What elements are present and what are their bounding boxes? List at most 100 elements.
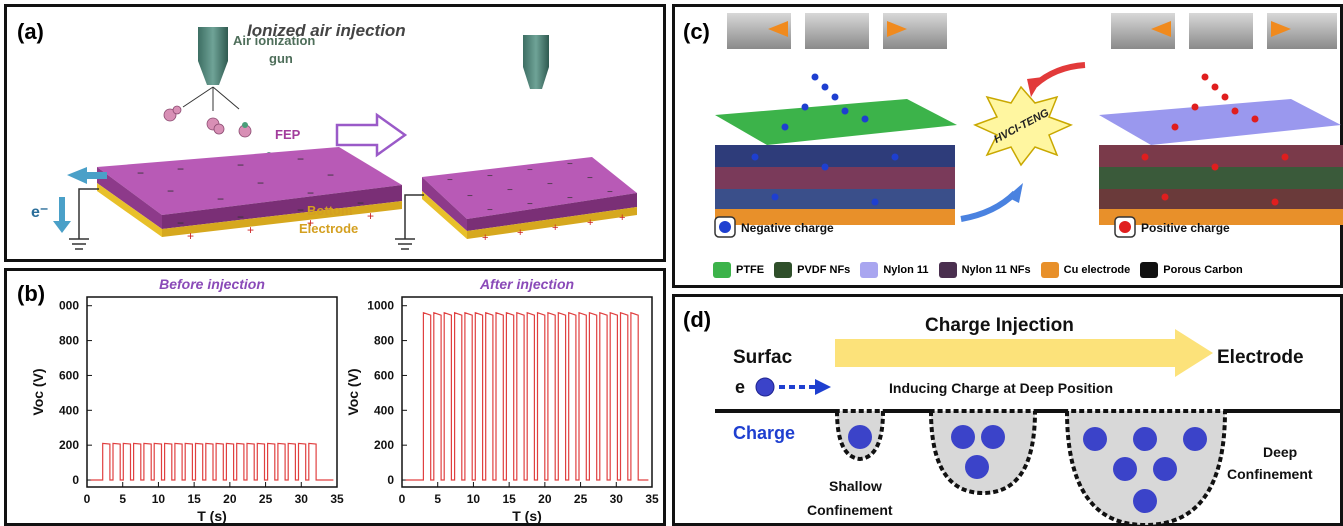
x-tick-label: 15 — [502, 492, 516, 506]
emitter-heads-right — [1111, 13, 1337, 49]
y-axis-label: Voc (V) — [30, 368, 46, 415]
svg-text:−: − — [257, 176, 264, 190]
charge-injection-arrow — [835, 329, 1213, 377]
x-tick-label: 5 — [119, 492, 126, 506]
svg-text:−: − — [607, 187, 613, 198]
y-tick-label: 400 — [59, 403, 79, 417]
svg-text:−: − — [547, 179, 553, 190]
electron-ball — [755, 377, 775, 397]
legend-swatch — [774, 262, 793, 278]
fep-label: FEP — [275, 127, 301, 142]
electron-letter: e — [735, 377, 745, 397]
minus-signs-left: − − − − −−−− − − − − − — [137, 152, 364, 230]
legend-item: Nylon 11 — [860, 262, 929, 278]
x-tick-label: 35 — [330, 492, 344, 506]
svg-text:+: + — [552, 222, 558, 234]
voltage-trace — [90, 442, 334, 481]
deep-label-2: Confinement — [1227, 466, 1313, 482]
x-tick-label: 30 — [295, 492, 309, 506]
arrow-title: Charge Injection — [925, 315, 1074, 336]
svg-text:−: − — [487, 205, 493, 216]
legend-swatch — [713, 262, 731, 278]
voltage-charts: Before injection 0 5 10 15 20 25 30 35 0 200 400 600… — [30, 276, 659, 523]
charge-word: Charge — [733, 423, 795, 443]
panel-a-diagram: − − − − −−−− − − − − − + + + + FEP Air ionization … — [31, 27, 637, 250]
negative-charges — [751, 73, 899, 206]
x-axis-label: T (s) — [197, 508, 227, 523]
svg-text:−: − — [587, 173, 593, 184]
layer-stack-right — [1099, 99, 1343, 225]
y-tick-label: 0 — [387, 473, 394, 487]
svg-text:−: − — [237, 158, 244, 172]
legend-item: PTFE — [713, 262, 764, 278]
svg-text:−: − — [137, 166, 144, 180]
legend-item: Cu electrode — [1040, 262, 1131, 278]
plus-signs-left: + + + + — [187, 209, 374, 243]
svg-text:+: + — [517, 227, 523, 239]
x-tick-label: 20 — [538, 492, 552, 506]
shallow-label-2: Confinement — [807, 502, 893, 518]
y-tick-label: 0 — [72, 473, 79, 487]
legend-item: PVDF NFs — [774, 262, 850, 278]
positive-charges — [1141, 73, 1289, 206]
curved-arrow-top — [1032, 62, 1086, 88]
svg-text:+: + — [587, 217, 593, 229]
panel-c: (c) — [672, 4, 1343, 288]
svg-text:−: − — [567, 159, 573, 170]
legend-item: Porous Carbon — [1140, 262, 1243, 278]
electrode-word: Electrode — [1217, 347, 1304, 368]
legend-swatch — [1040, 262, 1059, 278]
x-tick-label: 25 — [259, 492, 273, 506]
bottom-label-line2: Electrode — [299, 221, 358, 236]
ground-right — [395, 194, 424, 250]
svg-text:−: − — [447, 175, 453, 186]
svg-text:−: − — [527, 199, 533, 210]
y-tick-label: 200 — [59, 438, 79, 452]
emitter-heads-left — [727, 13, 947, 49]
chart-title: Before injection — [159, 276, 265, 292]
svg-text:−: − — [217, 192, 224, 206]
layer-stack-left — [715, 99, 957, 225]
legend-label: PVDF NFs — [797, 264, 851, 276]
plot-frame — [86, 296, 338, 488]
x-tick-label: 5 — [434, 492, 441, 506]
svg-text:−: − — [167, 184, 174, 198]
panel-c-label: (c) — [683, 19, 710, 44]
fep-slab-right — [422, 157, 637, 239]
svg-text:+: + — [619, 212, 625, 224]
legend-swatch — [860, 262, 879, 278]
y-tick-label: 800 — [374, 334, 394, 348]
legend-label: Porous Carbon — [1163, 264, 1243, 276]
svg-text:+: + — [187, 229, 194, 243]
y-tick-label: 000 — [59, 299, 79, 313]
transition-arrow — [335, 112, 408, 158]
svg-text:−: − — [357, 196, 364, 210]
plus-signs-right: + + + + + — [482, 212, 625, 244]
medium-well — [928, 409, 1038, 496]
x-tick-label: 10 — [467, 492, 481, 506]
svg-text:−: − — [237, 210, 244, 224]
panel-d-label: (d) — [683, 307, 712, 332]
svg-text:−: − — [327, 168, 334, 182]
y-tick-label: 600 — [374, 368, 394, 382]
bottom-label-line1: Bottom — [307, 203, 353, 218]
minus-signs-right: − − − − − − − − − − − − — [447, 159, 613, 216]
x-axis-label: T (s) — [512, 508, 542, 523]
curved-arrow-bottom — [960, 190, 1018, 222]
x-tick-label: 25 — [574, 492, 588, 506]
material-legend: PTFE PVDF NFs Nylon 11 Nylon 11 NFs Cu elect… — [713, 262, 1243, 278]
panel-c-diagram: HVCI-TENG Negative charge Positive charg… — [714, 13, 1343, 238]
svg-text:−: − — [467, 191, 473, 202]
deep-label-1: Deep — [1263, 444, 1297, 460]
panel-a-label: (a) — [17, 19, 44, 44]
y-tick-label: 200 — [374, 438, 394, 452]
hvci-burst — [973, 85, 1073, 167]
ground-left — [69, 188, 99, 250]
y-tick-label: 1000 — [367, 299, 394, 313]
shallow-label-1: Shallow — [829, 478, 882, 494]
svg-text:−: − — [177, 162, 184, 176]
legend-label: PTFE — [736, 264, 765, 276]
x-tick-label: 0 — [84, 492, 91, 506]
legend-label: Cu electrode — [1063, 264, 1131, 276]
svg-text:+: + — [307, 216, 314, 230]
